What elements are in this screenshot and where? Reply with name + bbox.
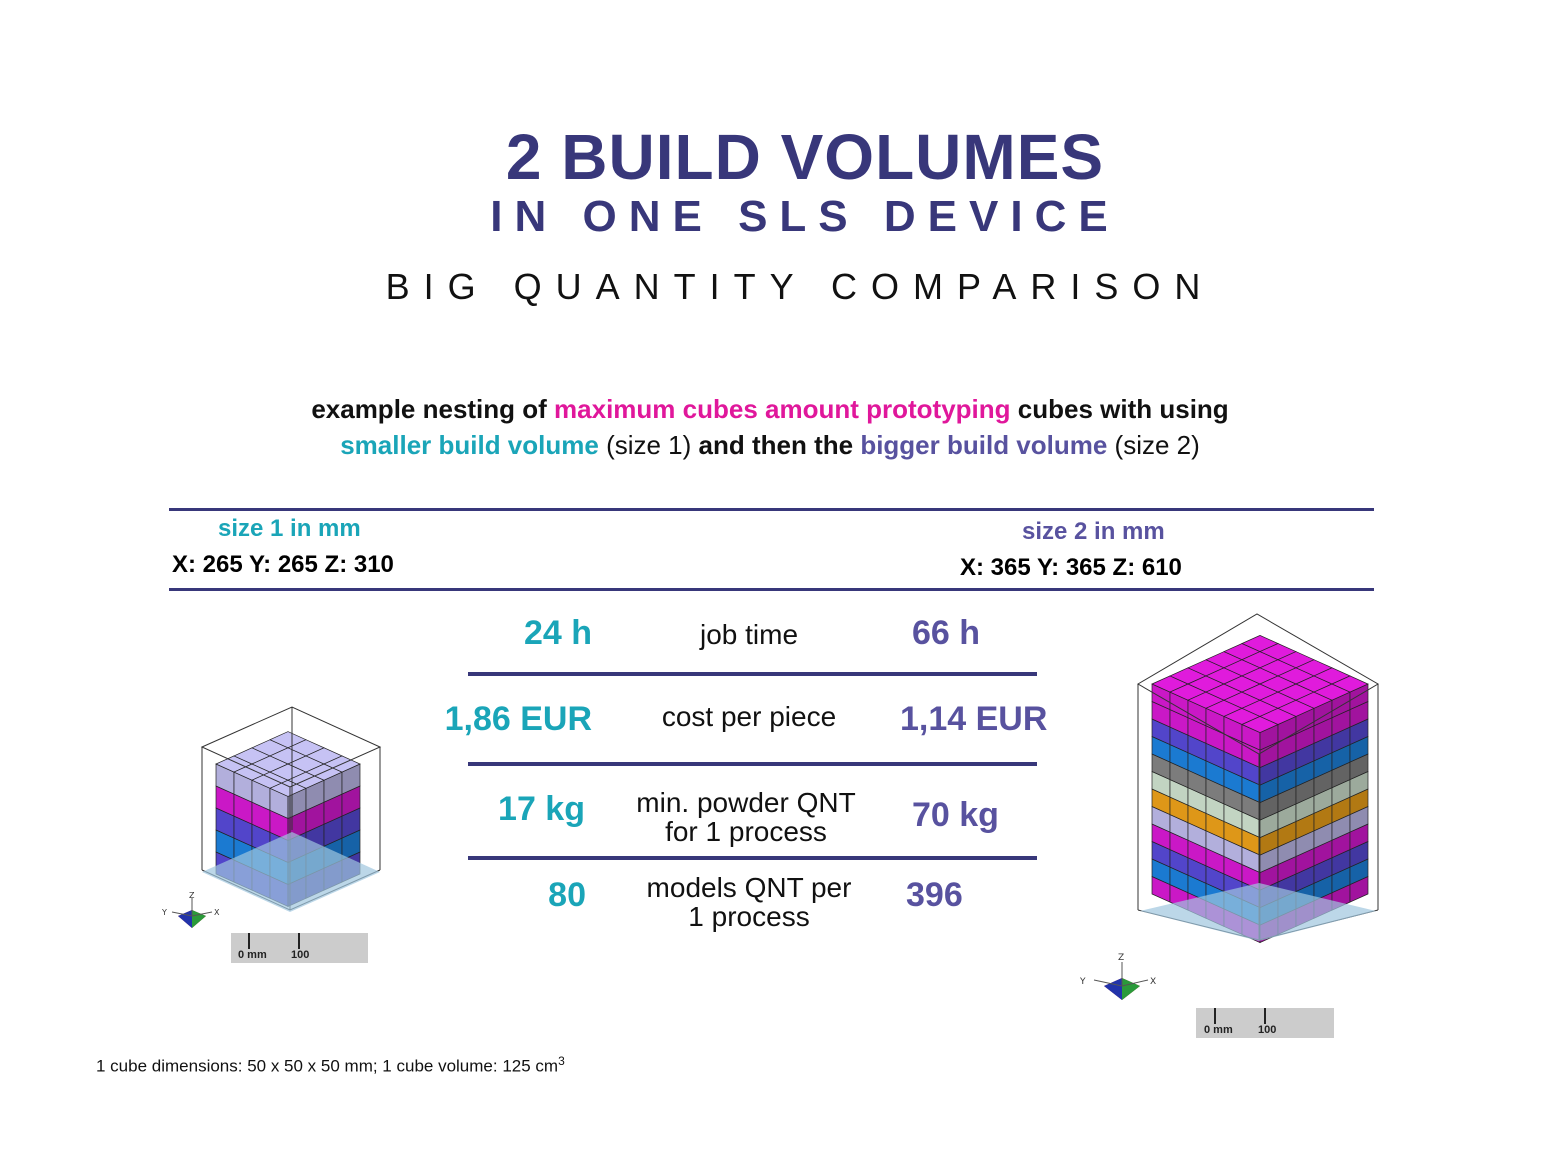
metric-size1-value: 1,86 EUR xyxy=(444,700,592,738)
axis-z-label: Z xyxy=(1118,953,1124,963)
metric-divider xyxy=(468,856,1037,860)
cube-face xyxy=(1331,675,1369,693)
intro-text: cubes with using xyxy=(1010,394,1229,424)
metric-size1-value: 17 kg xyxy=(498,790,585,828)
scale-bar: 0 mm 100 xyxy=(1196,1008,1334,1038)
scale-tick xyxy=(298,933,300,949)
footnote-superscript: 3 xyxy=(558,1054,565,1068)
scale-label-100: 100 xyxy=(1258,1024,1277,1036)
scale-tick xyxy=(1214,1008,1216,1024)
metric-size2-value: 1,14 EUR xyxy=(900,700,1048,738)
size2-dims: X: 365 Y: 365 Z: 610 xyxy=(960,554,1182,581)
divider-top xyxy=(169,508,1374,511)
scale-label-100: 100 xyxy=(291,949,310,961)
intro-text: and then the xyxy=(698,430,861,460)
scale-tick xyxy=(1264,1008,1266,1024)
metric-label: models QNT per 1 process xyxy=(599,873,899,931)
footnote-text: 1 cube dimensions: 50 x 50 x 50 mm; 1 cu… xyxy=(96,1056,559,1076)
scale-label-zero: 0 mm xyxy=(238,949,267,961)
small-build-volume-illustration xyxy=(200,706,382,912)
metric-label: cost per piece xyxy=(661,701,837,732)
metric-label-line: models QNT per xyxy=(646,872,852,903)
metric-label: min. powder QNT for 1 process xyxy=(596,788,896,846)
metric-size1-value: 80 xyxy=(548,876,586,914)
page-title: 2 BUILD VOLUMES xyxy=(505,121,1105,193)
size2-title: size 2 in mm xyxy=(1022,518,1165,545)
size1-title: size 1 in mm xyxy=(218,515,361,542)
small-build-plate xyxy=(202,832,380,912)
large-build-volume-illustration xyxy=(1137,613,1379,944)
metric-size2-value: 70 kg xyxy=(912,796,999,834)
metric-divider xyxy=(468,762,1037,766)
axis-triad-icon: Z Y X xyxy=(1079,953,1156,1000)
metric-label-line: 1 process xyxy=(688,901,810,932)
intro-highlight-big: bigger build volume xyxy=(860,430,1108,460)
metric-label-line: min. powder QNT xyxy=(636,787,856,818)
intro-text: (size 2) xyxy=(1107,430,1200,460)
large-build-plate xyxy=(1140,883,1376,941)
intro-highlight-small: smaller build volume xyxy=(340,430,599,460)
metric-size2-value: 396 xyxy=(906,876,963,914)
divider-bottom xyxy=(169,588,1374,591)
scale-label-zero: 0 mm xyxy=(1204,1024,1233,1036)
metric-divider xyxy=(468,672,1037,676)
intro-highlight-max: maximum cubes amount prototyping xyxy=(554,394,1011,424)
page-subtitle: IN ONE SLS DEVICE xyxy=(490,192,1120,241)
axis-y-label: Y xyxy=(1079,977,1086,987)
intro-text: example nesting of xyxy=(311,394,555,424)
metric-label: job time xyxy=(699,619,799,650)
axis-x-label: X xyxy=(214,908,220,917)
comparison-heading: BIG QUANTITY COMPARISON xyxy=(385,266,1215,307)
scale-tick xyxy=(248,933,250,949)
footnote: 1 cube dimensions: 50 x 50 x 50 mm; 1 cu… xyxy=(96,1054,565,1077)
axis-z-label: Z xyxy=(189,891,195,900)
intro-text: (size 1) xyxy=(598,430,699,460)
size1-dims: X: 265 Y: 265 Z: 310 xyxy=(172,551,394,578)
intro-line-1: example nesting of maximum cubes amount … xyxy=(0,394,1540,425)
metric-label-line: for 1 process xyxy=(665,816,827,847)
scale-bar: 0 mm 100 xyxy=(231,933,368,963)
metric-size1-value: 24 h xyxy=(523,614,592,652)
axis-y-label: Y xyxy=(161,908,167,917)
axis-triad-icon: Z Y X xyxy=(161,891,220,928)
metric-size2-value: 66 h xyxy=(912,614,981,652)
axis-x-label: X xyxy=(1150,977,1156,987)
intro-line-2: smaller build volume (size 1) and then t… xyxy=(0,430,1540,461)
